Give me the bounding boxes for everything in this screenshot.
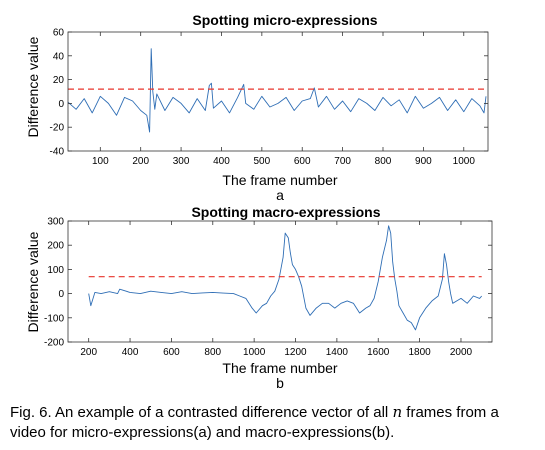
x-tick-label: 1600 [367, 347, 390, 358]
x-tick-label: 500 [254, 156, 271, 167]
axes-box [67, 31, 489, 152]
y-tick-label: -100 [44, 313, 64, 324]
chart-title: Spotting micro-expressions [192, 12, 377, 28]
x-tick-label: 1400 [326, 347, 349, 358]
x-tick-label: 100 [92, 156, 109, 167]
micro-expression-chart: Spotting micro-expressions Difference va… [25, 12, 489, 203]
figure-caption: Fig. 6. An example of a contrasted diffe… [10, 402, 538, 443]
x-tick-label: 1000 [453, 156, 476, 167]
y-tick-label: 200 [47, 241, 64, 252]
x-tick-label: 600 [163, 347, 180, 358]
y-tick-label: -200 [44, 338, 64, 349]
subfigure-label: a [276, 187, 284, 203]
y-axis-label: Difference value [25, 36, 41, 137]
x-tick-label: 800 [375, 156, 392, 167]
y-tick-label: 20 [53, 75, 65, 86]
y-tick-label: 60 [53, 28, 65, 39]
x-tick-label: 800 [204, 347, 221, 358]
y-tick-label: 0 [58, 99, 64, 110]
y-tick-label: 100 [47, 265, 64, 276]
x-tick-label: 200 [132, 156, 149, 167]
y-tick-label: 40 [53, 51, 65, 62]
x-axis-label: The frame number [222, 172, 337, 188]
caption-text-start: Fig. 6. An example of a contrasted diffe… [10, 404, 393, 421]
caption-variable: n [392, 403, 403, 421]
y-tick-label: 300 [47, 217, 64, 228]
macro-expression-chart: Spotting macro-expressions Difference va… [25, 204, 493, 391]
y-tick-label: 0 [58, 289, 64, 300]
caption-text-end: frames from a video for micro-expression… [10, 404, 499, 441]
x-tick-label: 900 [415, 156, 432, 167]
x-tick-label: 300 [173, 156, 190, 167]
x-tick-label: 200 [80, 347, 97, 358]
x-tick-label: 700 [334, 156, 351, 167]
x-tick-label: 600 [294, 156, 311, 167]
y-tick-label: -40 [50, 147, 65, 158]
x-tick-label: 400 [213, 156, 230, 167]
series-line [88, 225, 483, 331]
subfigure-label: b [276, 375, 284, 391]
y-tick-label: -20 [50, 123, 65, 134]
y-axis-label: Difference value [25, 231, 41, 332]
x-tick-label: 1000 [243, 347, 266, 358]
x-axis-label: The frame number [222, 360, 337, 376]
x-tick-label: 1800 [408, 347, 431, 358]
x-tick-label: 1200 [284, 347, 307, 358]
chart-title: Spotting macro-expressions [191, 204, 380, 220]
axes-box [67, 220, 493, 343]
series-line [67, 48, 487, 133]
x-tick-label: 400 [122, 347, 139, 358]
x-tick-label: 2000 [450, 347, 473, 358]
